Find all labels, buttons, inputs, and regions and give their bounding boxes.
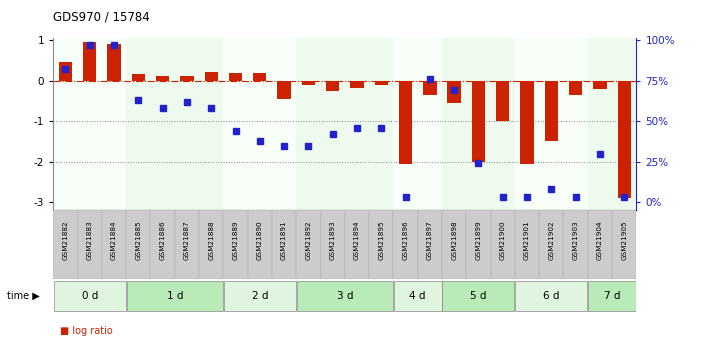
FancyBboxPatch shape (393, 210, 418, 279)
FancyBboxPatch shape (588, 210, 612, 279)
FancyBboxPatch shape (369, 210, 393, 279)
FancyBboxPatch shape (127, 281, 223, 310)
Text: GSM21887: GSM21887 (184, 221, 190, 260)
FancyBboxPatch shape (612, 210, 636, 279)
Text: time ▶: time ▶ (7, 291, 40, 301)
Bar (132, 75, 145, 81)
FancyBboxPatch shape (515, 210, 539, 279)
Bar (127, 38, 223, 210)
Bar (326, 81, 339, 91)
Text: 1 d: 1 d (166, 291, 183, 301)
FancyBboxPatch shape (53, 210, 77, 279)
Text: GSM21889: GSM21889 (232, 221, 238, 260)
Bar (59, 62, 72, 81)
Bar (253, 73, 267, 81)
Text: GSM21904: GSM21904 (597, 221, 603, 260)
FancyBboxPatch shape (418, 210, 442, 279)
Text: 0 d: 0 d (82, 291, 98, 301)
Text: 5 d: 5 d (470, 291, 487, 301)
Bar (515, 38, 588, 210)
Text: GSM21882: GSM21882 (63, 221, 68, 260)
Bar (399, 81, 412, 164)
Bar (351, 81, 363, 88)
Text: ■ log ratio: ■ log ratio (60, 326, 113, 336)
FancyBboxPatch shape (175, 210, 199, 279)
FancyBboxPatch shape (563, 210, 588, 279)
Bar (393, 38, 442, 210)
FancyBboxPatch shape (345, 210, 369, 279)
Text: GSM21886: GSM21886 (160, 221, 166, 260)
FancyBboxPatch shape (491, 210, 515, 279)
Bar (301, 81, 315, 86)
Text: GSM21893: GSM21893 (330, 221, 336, 260)
Bar (296, 38, 393, 210)
Bar (107, 44, 121, 81)
FancyBboxPatch shape (151, 210, 175, 279)
FancyBboxPatch shape (394, 281, 442, 310)
Text: GSM21902: GSM21902 (548, 221, 555, 260)
Text: 2 d: 2 d (252, 291, 268, 301)
Bar (496, 81, 509, 121)
FancyBboxPatch shape (296, 281, 393, 310)
Bar (181, 76, 193, 81)
FancyBboxPatch shape (247, 210, 272, 279)
Text: GSM21896: GSM21896 (402, 221, 409, 260)
Text: GSM21883: GSM21883 (87, 221, 92, 260)
Text: 4 d: 4 d (410, 291, 426, 301)
Bar (569, 81, 582, 95)
FancyBboxPatch shape (442, 210, 466, 279)
Text: GDS970 / 15784: GDS970 / 15784 (53, 10, 150, 23)
Text: GSM21892: GSM21892 (306, 221, 311, 260)
Text: GSM21894: GSM21894 (354, 221, 360, 260)
Text: GSM21897: GSM21897 (427, 221, 433, 260)
Bar (229, 73, 242, 81)
Text: GSM21905: GSM21905 (621, 221, 627, 260)
Bar (618, 81, 631, 198)
FancyBboxPatch shape (588, 281, 636, 310)
Text: GSM21899: GSM21899 (476, 221, 481, 260)
FancyBboxPatch shape (77, 210, 102, 279)
Text: 6 d: 6 d (543, 291, 560, 301)
Bar (375, 81, 388, 85)
FancyBboxPatch shape (321, 210, 345, 279)
Text: GSM21895: GSM21895 (378, 221, 384, 260)
Bar (588, 38, 636, 210)
Bar (520, 81, 534, 164)
FancyBboxPatch shape (223, 210, 247, 279)
FancyBboxPatch shape (296, 210, 321, 279)
Text: GSM21900: GSM21900 (500, 221, 506, 260)
Bar (223, 38, 296, 210)
Bar (442, 38, 515, 210)
FancyBboxPatch shape (54, 281, 126, 310)
FancyBboxPatch shape (515, 281, 587, 310)
Text: GSM21885: GSM21885 (135, 221, 141, 260)
FancyBboxPatch shape (199, 210, 223, 279)
FancyBboxPatch shape (442, 281, 514, 310)
FancyBboxPatch shape (466, 210, 491, 279)
Bar (83, 42, 97, 81)
Text: GSM21888: GSM21888 (208, 221, 214, 260)
Text: GSM21898: GSM21898 (451, 221, 457, 260)
Text: GSM21903: GSM21903 (572, 221, 579, 260)
FancyBboxPatch shape (539, 210, 563, 279)
FancyBboxPatch shape (127, 210, 151, 279)
Bar (277, 81, 291, 99)
Text: 3 d: 3 d (336, 291, 353, 301)
Bar (205, 72, 218, 81)
Bar (593, 81, 606, 89)
Text: GSM21891: GSM21891 (281, 221, 287, 260)
Bar (423, 81, 437, 95)
Bar (472, 81, 485, 162)
Text: GSM21890: GSM21890 (257, 221, 263, 260)
Bar (447, 81, 461, 103)
Bar (156, 76, 169, 81)
Text: GSM21901: GSM21901 (524, 221, 530, 260)
Text: GSM21884: GSM21884 (111, 221, 117, 260)
FancyBboxPatch shape (224, 281, 296, 310)
Text: 7 d: 7 d (604, 291, 620, 301)
FancyBboxPatch shape (272, 210, 296, 279)
FancyBboxPatch shape (102, 210, 127, 279)
Bar (545, 81, 558, 141)
Bar (53, 38, 127, 210)
